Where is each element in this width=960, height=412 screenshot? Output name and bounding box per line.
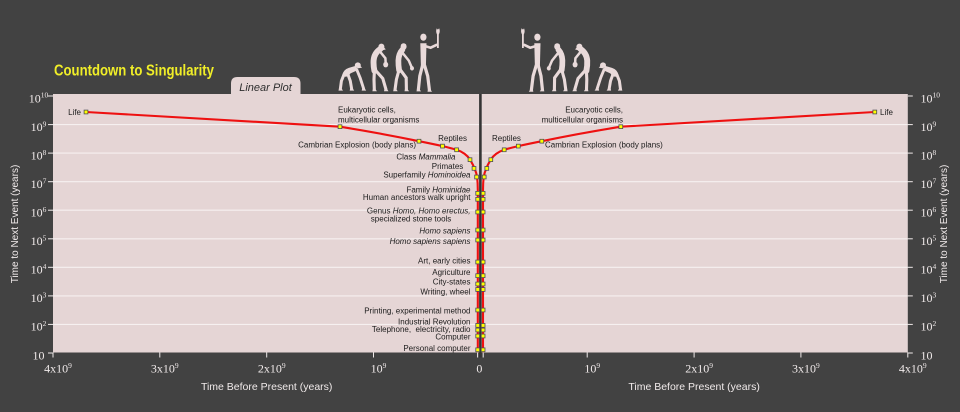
svg-text:10: 10	[33, 348, 45, 362]
svg-text:4x109: 4x109	[44, 361, 72, 376]
svg-text:specialized stone tools: specialized stone tools	[371, 215, 452, 224]
svg-text:Writing, wheel: Writing, wheel	[420, 287, 470, 296]
svg-text:Countdown to Singularity: Countdown to Singularity	[54, 63, 214, 80]
svg-text:Time to Next Event (years): Time to Next Event (years)	[939, 165, 950, 284]
svg-text:Printing, experimental method: Printing, experimental method	[364, 306, 470, 315]
svg-text:multicellular organisms: multicellular organisms	[542, 116, 623, 125]
svg-text:Time to Next Event (years): Time to Next Event (years)	[10, 165, 21, 284]
svg-text:City-states: City-states	[433, 278, 471, 287]
svg-text:Industrial Revolution: Industrial Revolution	[398, 317, 470, 326]
svg-text:2x109: 2x109	[685, 361, 713, 376]
svg-text:Eucaryotic cells,: Eucaryotic cells,	[565, 105, 623, 114]
svg-text:Cambrian Explosion (body plans: Cambrian Explosion (body plans)	[545, 141, 663, 150]
svg-text:Time Before Present (years): Time Before Present (years)	[201, 381, 333, 393]
svg-text:10: 10	[921, 348, 933, 362]
svg-text:4x109: 4x109	[899, 361, 927, 376]
svg-text:Personal computer: Personal computer	[403, 344, 470, 353]
svg-text:multicellular organisms: multicellular organisms	[338, 116, 419, 125]
svg-text:Superfamily Hominoidea: Superfamily Hominoidea	[383, 171, 471, 180]
svg-text:Reptiles: Reptiles	[438, 134, 467, 143]
svg-text:Time Before Present (years): Time Before Present (years)	[628, 381, 760, 393]
svg-text:Class Mammalia: Class Mammalia	[396, 153, 456, 162]
svg-text:Homo sapiens sapiens: Homo sapiens sapiens	[390, 237, 471, 246]
svg-text:3x109: 3x109	[151, 361, 179, 376]
svg-text:Primates: Primates	[432, 162, 464, 171]
svg-text:Cambrian Explosion (body plans: Cambrian Explosion (body plans)	[298, 141, 416, 150]
svg-text:0: 0	[476, 362, 482, 376]
svg-text:Linear Plot: Linear Plot	[239, 82, 293, 94]
svg-text:Family Hominidae: Family Hominidae	[406, 185, 471, 194]
svg-text:Telephone, electricity, radio: Telephone, electricity, radio	[372, 325, 471, 334]
svg-text:2x109: 2x109	[258, 361, 286, 376]
svg-text:Art, early cities: Art, early cities	[418, 257, 470, 266]
svg-text:Eukaryotic cells,: Eukaryotic cells,	[338, 105, 396, 114]
svg-text:Genus Homo, Homo erectus,: Genus Homo, Homo erectus,	[367, 206, 471, 215]
svg-text:Life: Life	[68, 108, 81, 117]
svg-text:109: 109	[584, 361, 600, 376]
svg-text:Agriculture: Agriculture	[432, 268, 471, 277]
svg-text:3x109: 3x109	[792, 361, 820, 376]
svg-text:Reptiles: Reptiles	[492, 134, 521, 143]
svg-text:Homo sapiens: Homo sapiens	[419, 226, 470, 235]
svg-text:Computer: Computer	[435, 332, 470, 341]
svg-text:Life: Life	[880, 108, 893, 117]
svg-text:Human ancestors walk upright: Human ancestors walk upright	[363, 193, 471, 202]
